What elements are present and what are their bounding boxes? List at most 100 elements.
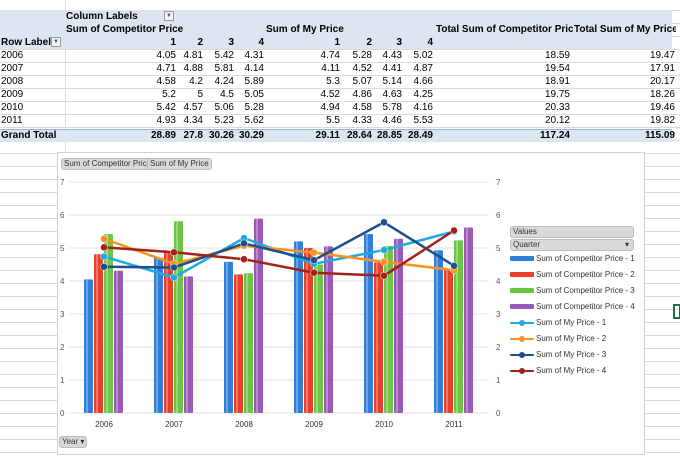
value-cell[interactable]: 4.52 xyxy=(320,89,340,100)
total-cell[interactable]: 20.12 xyxy=(544,115,570,126)
value-cell[interactable]: 5.14 xyxy=(382,76,402,87)
legend-quarter-button[interactable]: Quarter ▾ xyxy=(510,239,634,251)
group-header-competitor[interactable]: Sum of Competitor Price xyxy=(66,24,184,35)
value-cell[interactable]: 4.88 xyxy=(183,63,203,74)
total-cell[interactable]: 17.91 xyxy=(649,63,675,74)
value-cell[interactable]: 5.42 xyxy=(214,50,234,61)
filter-dropdown-icon[interactable]: ▼ xyxy=(164,11,174,22)
value-cell[interactable]: 4.25 xyxy=(413,89,433,100)
value-cell[interactable]: 4.14 xyxy=(244,63,264,74)
row-label-year[interactable]: 2007 xyxy=(1,63,24,74)
total-cell[interactable]: 18.91 xyxy=(544,76,570,87)
value-cell[interactable]: 4.81 xyxy=(183,50,203,61)
year-axis-field-button[interactable]: Year ▾ xyxy=(59,436,88,448)
value-cell[interactable]: 5.23 xyxy=(214,115,234,126)
quarter-header[interactable]: 1 xyxy=(170,37,176,48)
legend-item[interactable]: Sum of My Price - 3 xyxy=(510,349,606,361)
quarter-header[interactable]: 1 xyxy=(334,37,340,48)
value-cell[interactable]: 4.31 xyxy=(244,50,264,61)
grand-total-cell[interactable]: 117.24 xyxy=(539,130,570,141)
column-labels-header[interactable]: Column Labels xyxy=(66,11,138,22)
value-cell[interactable]: 4.43 xyxy=(382,50,402,61)
total-cell[interactable]: 18.59 xyxy=(544,50,570,61)
value-cell[interactable]: 5.3 xyxy=(326,76,340,87)
legend-item[interactable]: Sum of My Price - 4 xyxy=(510,365,606,377)
value-cell[interactable]: 4.87 xyxy=(413,63,433,74)
value-cell[interactable]: 4.93 xyxy=(156,115,176,126)
total-header-my-price[interactable]: Total Sum of My Price xyxy=(574,24,676,35)
value-cell[interactable]: 4.11 xyxy=(321,63,340,74)
value-cell[interactable]: 5.05 xyxy=(244,89,264,100)
total-header-competitor[interactable]: Total Sum of Competitor Price xyxy=(436,24,573,35)
grand-total-cell[interactable]: 28.89 xyxy=(150,130,176,141)
value-cell[interactable]: 4.52 xyxy=(352,63,372,74)
value-cell[interactable]: 4.05 xyxy=(156,50,176,61)
value-cell[interactable]: 5.06 xyxy=(214,102,234,113)
value-cell[interactable]: 4.34 xyxy=(183,115,203,126)
row-labels-header[interactable]: Row Labels xyxy=(1,37,51,48)
value-cell[interactable]: 4.33 xyxy=(352,115,372,126)
row-label-year[interactable]: 2010 xyxy=(1,102,24,113)
legend-item[interactable]: Sum of Competitor Price - 2 xyxy=(510,269,635,281)
quarter-header[interactable]: 3 xyxy=(228,37,234,48)
grand-total-cell[interactable]: 28.85 xyxy=(376,130,402,141)
value-cell[interactable]: 5.53 xyxy=(413,115,433,126)
value-cell[interactable]: 4.5 xyxy=(220,89,234,100)
value-cell[interactable]: 4.71 xyxy=(156,63,176,74)
quarter-header[interactable]: 3 xyxy=(396,37,402,48)
quarter-header[interactable]: 4 xyxy=(258,37,264,48)
value-cell[interactable]: 4.74 xyxy=(320,50,340,61)
grand-total-cell[interactable]: 115.09 xyxy=(644,130,675,141)
value-cell[interactable]: 4.41 xyxy=(382,63,402,74)
total-cell[interactable]: 20.33 xyxy=(544,102,570,113)
value-cell[interactable]: 4.57 xyxy=(183,102,203,113)
grand-total-cell[interactable]: 30.26 xyxy=(208,130,234,141)
total-cell[interactable]: 19.54 xyxy=(544,63,570,74)
value-cell[interactable]: 5.2 xyxy=(162,89,176,100)
value-cell[interactable]: 4.66 xyxy=(413,76,433,87)
selected-cell[interactable] xyxy=(673,304,680,319)
value-cell[interactable]: 4.86 xyxy=(352,89,372,100)
pivot-chart[interactable]: Sum of Competitor Price Sum of My Price … xyxy=(57,152,645,455)
value-cell[interactable]: 5.81 xyxy=(214,63,234,74)
row-label-year[interactable]: 2009 xyxy=(1,89,24,100)
value-cell[interactable]: 4.58 xyxy=(352,102,372,113)
value-cell[interactable]: 5.5 xyxy=(326,115,340,126)
legend-values-button[interactable]: Values xyxy=(510,226,634,238)
total-cell[interactable]: 19.46 xyxy=(649,102,675,113)
value-cell[interactable]: 4.94 xyxy=(320,102,340,113)
row-label-year[interactable]: 2008 xyxy=(1,76,24,87)
total-cell[interactable]: 19.82 xyxy=(649,115,675,126)
row-label-year[interactable]: 2006 xyxy=(1,50,24,61)
legend-item[interactable]: Sum of My Price - 1 xyxy=(510,317,606,329)
quarter-header[interactable]: 2 xyxy=(366,37,372,48)
legend-item[interactable]: Sum of Competitor Price - 1 xyxy=(510,253,635,265)
group-header-my-price[interactable]: Sum of My Price xyxy=(266,24,344,35)
quarter-header[interactable]: 2 xyxy=(197,37,203,48)
value-cell[interactable]: 5.62 xyxy=(244,115,264,126)
value-cell[interactable]: 5.28 xyxy=(352,50,372,61)
value-cell[interactable]: 4.58 xyxy=(156,76,176,87)
value-cell[interactable]: 4.63 xyxy=(382,89,402,100)
value-cell[interactable]: 4.16 xyxy=(413,102,433,113)
total-cell[interactable]: 19.47 xyxy=(649,50,675,61)
row-filter-dropdown-icon[interactable]: ▼ xyxy=(51,37,61,48)
total-cell[interactable]: 20.17 xyxy=(649,76,675,87)
row-label-year[interactable]: 2011 xyxy=(1,115,23,126)
value-cell[interactable]: 5.07 xyxy=(352,76,372,87)
quarter-header[interactable]: 4 xyxy=(427,37,433,48)
value-cell[interactable]: 5.02 xyxy=(413,50,433,61)
legend-item[interactable]: Sum of My Price - 2 xyxy=(510,333,606,345)
grand-total-cell[interactable]: 27.8 xyxy=(183,130,203,141)
legend-item[interactable]: Sum of Competitor Price - 3 xyxy=(510,285,635,297)
value-cell[interactable]: 5.89 xyxy=(244,76,264,87)
grand-total-label[interactable]: Grand Total xyxy=(1,130,57,141)
value-cell[interactable]: 5.28 xyxy=(244,102,264,113)
legend-item[interactable]: Sum of Competitor Price - 4 xyxy=(510,301,635,313)
values-field-button-my-price[interactable]: Sum of My Price xyxy=(147,158,212,170)
grand-total-cell[interactable]: 28.64 xyxy=(346,130,372,141)
value-cell[interactable]: 4.24 xyxy=(214,76,234,87)
total-cell[interactable]: 18.26 xyxy=(649,89,675,100)
total-cell[interactable]: 19.75 xyxy=(544,89,570,100)
value-cell[interactable]: 4.2 xyxy=(189,76,203,87)
